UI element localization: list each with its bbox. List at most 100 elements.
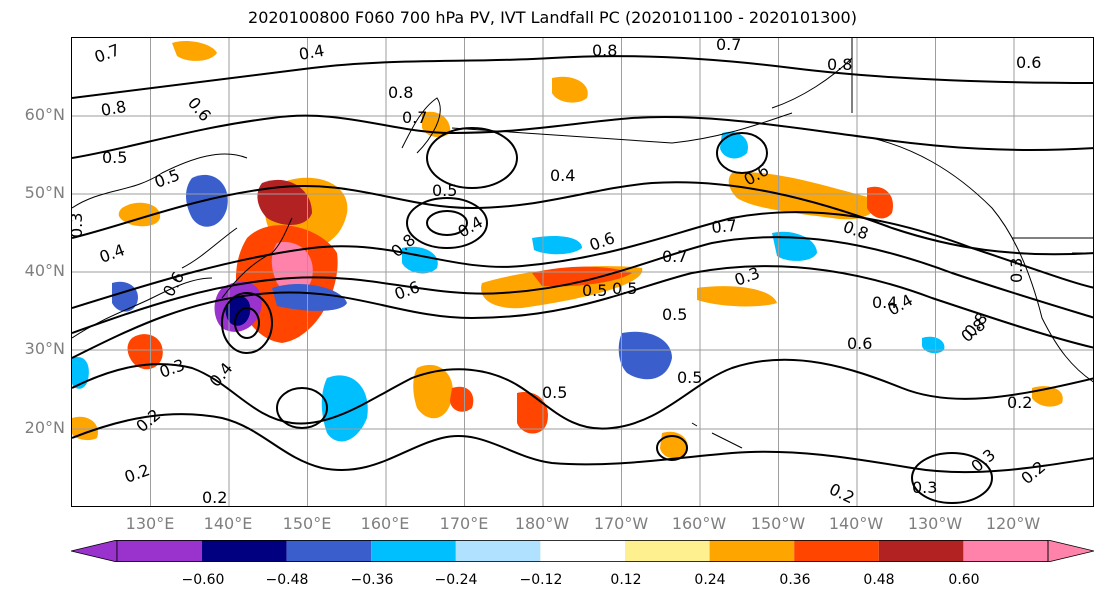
contour-label: 0.6	[184, 93, 215, 125]
contour-label: 0.7	[662, 247, 687, 266]
colorbar-segment	[794, 540, 879, 562]
lon-label: 130°W	[907, 514, 963, 533]
colorbar-tick: −0.36	[350, 572, 394, 588]
shade-patch	[728, 172, 875, 220]
contour-label: 0.6	[1016, 53, 1041, 72]
contour-loop	[426, 210, 468, 236]
contour-label: 0.8	[592, 41, 617, 60]
contour-loop	[911, 452, 993, 504]
colorbar-tick: 0.48	[863, 572, 895, 588]
colorbar-tick: 0.24	[694, 572, 726, 588]
lat-label-20n: 20°N	[24, 418, 65, 437]
contour-label: 0.5	[542, 383, 567, 402]
lat-label-60n: 60°N	[24, 105, 65, 124]
lon-label: 140°W	[828, 514, 884, 533]
contour-label: 0.2	[202, 488, 227, 507]
shade-patch	[127, 334, 163, 370]
coastlines	[72, 38, 1093, 449]
contour-label: 0.8	[841, 217, 871, 244]
shade-patch	[552, 76, 588, 103]
pv-contours	[72, 55, 1093, 504]
contour-label: 0.6	[392, 277, 422, 304]
contour-label: 0.5	[102, 148, 127, 167]
lon-label: 180°W	[514, 514, 570, 533]
colorbar-tick: 0.12	[610, 572, 642, 588]
contour-label: 0.5	[432, 181, 457, 200]
shade-patch	[321, 375, 368, 442]
map-panel[interactable]: 0.7 0.4 0.8 0.7 0.8 0.6 0.8 0.6 0.8 0.7 0.5 0.5 0.5 0…	[71, 37, 1094, 507]
colorbar-segment	[455, 540, 541, 562]
shade-patch	[450, 386, 474, 412]
shade-patch	[72, 416, 98, 441]
contour-line	[72, 114, 1093, 159]
shade-patch	[422, 111, 451, 138]
contour-label: 0.8	[99, 97, 127, 120]
contour-loop	[426, 127, 518, 189]
contour-line	[72, 55, 1093, 99]
contour-label: 0.4	[872, 293, 897, 312]
contour-loop	[656, 435, 688, 461]
contour-line	[72, 413, 1093, 474]
contour-label: 0.4	[550, 166, 575, 185]
coast-japan	[221, 217, 293, 299]
shade-patch	[172, 41, 217, 61]
map-canvas: 0.7 0.4 0.8 0.7 0.8 0.6 0.8 0.6 0.8 0.7 0.5 0.5 0.5 0…	[72, 38, 1093, 507]
contour-label: 0.5	[582, 281, 607, 300]
colorbar-arrow-left	[71, 540, 118, 562]
contour-label: 0.5	[152, 165, 182, 192]
coast-aleutians	[451, 112, 793, 144]
contour-label: 0.2	[1017, 457, 1049, 488]
colorbar-tick: −0.12	[519, 572, 563, 588]
colorbar-arrow-right	[1047, 540, 1094, 562]
contour-label: 0.2	[826, 479, 857, 507]
lon-label: 150°E	[282, 514, 332, 533]
colorbar-tick: 0.36	[779, 572, 811, 588]
contour-label: 0.2	[122, 460, 152, 487]
lon-label: 120°W	[985, 514, 1041, 533]
contour-label: 0.5	[677, 368, 702, 387]
contour-loop	[406, 197, 488, 249]
colorbar-segment	[963, 540, 1048, 562]
contour-label: 0.3	[1007, 258, 1026, 283]
lat-label-50n: 50°N	[24, 183, 65, 202]
colorbar-segment	[371, 540, 456, 562]
colorbar-segment	[117, 540, 202, 562]
contour-line	[72, 358, 1093, 430]
colorbar-tick: 0.60	[948, 572, 980, 588]
coast-alaska	[771, 57, 1093, 383]
contour-label: 0.7	[716, 38, 741, 54]
contour-label: 0.6	[847, 334, 872, 353]
contour-loop	[716, 132, 768, 174]
shade-patch	[1032, 386, 1063, 407]
shade-patch	[697, 286, 777, 307]
colorbar-segment	[709, 540, 795, 562]
contour-label: 0.8	[388, 83, 413, 102]
colorbar-segment	[286, 540, 372, 562]
shade-patch	[271, 242, 313, 294]
coast-hawaii	[691, 422, 743, 449]
shade-patch	[720, 131, 748, 159]
shade-patch	[72, 357, 89, 389]
border-us-canada	[1012, 237, 1093, 254]
shade-patch	[272, 283, 347, 311]
contour-label: 0.2	[1007, 393, 1032, 412]
contour-label: 0.2	[132, 405, 164, 436]
colorbar-frame	[116, 540, 1049, 562]
contour-loop	[234, 307, 260, 339]
contour-label: 0.8	[827, 55, 852, 74]
contour-label: 0.7	[92, 40, 122, 67]
contour-label: 0.7	[402, 108, 427, 127]
shade-patch	[112, 281, 138, 312]
lat-label-40n: 40°N	[24, 261, 65, 280]
shade-patch	[225, 296, 251, 326]
colorbar-tick: −0.24	[434, 572, 478, 588]
colorbar-segment	[540, 540, 625, 562]
contour-label: 0.4	[97, 240, 127, 267]
colorbar-tick: −0.48	[265, 572, 309, 588]
lon-label: 160°E	[360, 514, 410, 533]
lon-label: 150°W	[750, 514, 806, 533]
colorbar-tick: −0.60	[181, 572, 225, 588]
contour-label: 0.5	[612, 279, 637, 298]
shade-patch	[257, 179, 312, 225]
shade-patch	[532, 236, 582, 255]
